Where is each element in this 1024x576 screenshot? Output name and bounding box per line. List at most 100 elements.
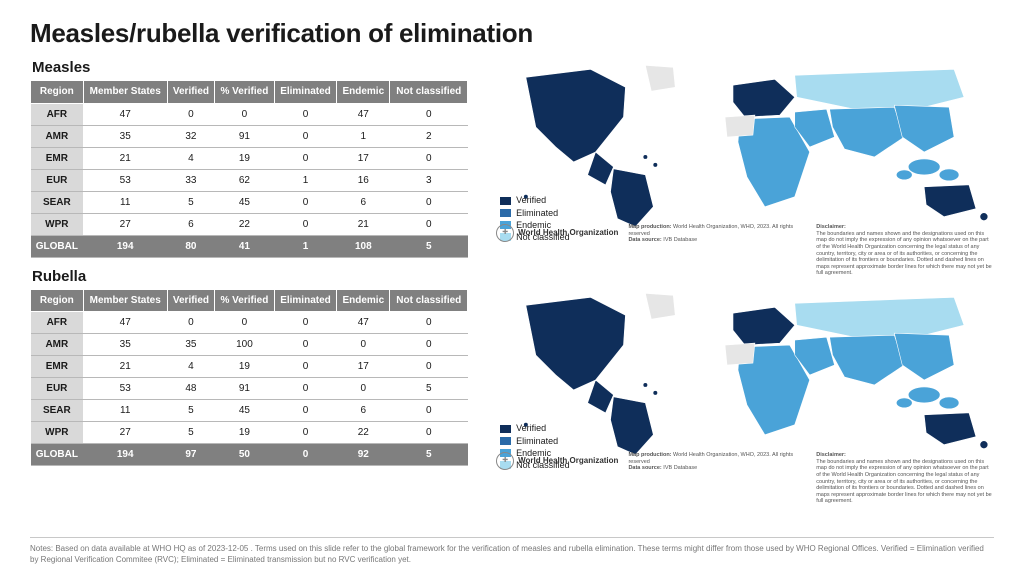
- cell-value: 35: [167, 334, 214, 356]
- col-region: Region: [31, 289, 84, 312]
- cell-value: 0: [390, 147, 468, 169]
- cell-value: 33: [167, 169, 214, 191]
- table-row: AMR353291012: [31, 125, 468, 147]
- cell-value: 0: [390, 334, 468, 356]
- cell-value: 27: [83, 422, 167, 444]
- cell-total: 5: [390, 444, 468, 466]
- table-row: AMR3535100000: [31, 334, 468, 356]
- measles-map: [496, 57, 994, 231]
- cell-value: 35: [83, 334, 167, 356]
- table-row: EUR5333621163: [31, 169, 468, 191]
- cell-total: 108: [337, 235, 390, 257]
- cell-value: 0: [215, 103, 275, 125]
- cell-value: 0: [337, 334, 390, 356]
- cell-value: 17: [337, 147, 390, 169]
- legend-swatch: [500, 425, 511, 433]
- legend-item: Verified: [500, 422, 570, 434]
- map-footer: ✚ World Health Organization Map producti…: [496, 220, 994, 277]
- rubella-map: [496, 285, 994, 459]
- who-name: World Health Organization: [518, 229, 618, 237]
- legend-swatch: [500, 209, 511, 217]
- col-region: Region: [31, 81, 84, 104]
- cell-value: 5: [167, 422, 214, 444]
- cell-value: 53: [83, 169, 167, 191]
- cell-total: GLOBAL: [31, 235, 84, 257]
- measles-table: Region Member States Verified % Verified…: [30, 80, 468, 258]
- table-row: SEAR11545060: [31, 191, 468, 213]
- cell-value: 0: [274, 312, 337, 334]
- cell-value: 47: [337, 312, 390, 334]
- cell-value: 2: [390, 125, 468, 147]
- cell-value: 0: [390, 400, 468, 422]
- col-pct-verified: % Verified: [215, 289, 275, 312]
- footnote: Notes: Based on data available at WHO HQ…: [30, 537, 994, 566]
- cell-value: 5: [167, 400, 214, 422]
- legend-swatch: [500, 197, 511, 205]
- cell-value: 0: [390, 312, 468, 334]
- cell-region: AMR: [31, 334, 84, 356]
- map-disclaimer: Disclaimer:The boundaries and names show…: [816, 224, 994, 277]
- rubella-label: Rubella: [32, 268, 468, 285]
- legend-item: Verified: [500, 194, 570, 206]
- table-row: WPR276220210: [31, 213, 468, 235]
- cell-value: 1: [337, 125, 390, 147]
- rubella-table: Region Member States Verified % Verified…: [30, 289, 468, 467]
- cell-value: 5: [390, 378, 468, 400]
- cell-value: 0: [274, 125, 337, 147]
- cell-value: 0: [274, 103, 337, 125]
- cell-value: 0: [167, 103, 214, 125]
- col-pct-verified: % Verified: [215, 81, 275, 104]
- cell-region: SEAR: [31, 191, 84, 213]
- cell-value: 45: [215, 400, 275, 422]
- cell-value: 91: [215, 125, 275, 147]
- table-row: WPR275190220: [31, 422, 468, 444]
- cell-value: 0: [167, 312, 214, 334]
- legend-label: Verified: [516, 194, 546, 206]
- cell-total: 41: [215, 235, 275, 257]
- col-verified: Verified: [167, 289, 214, 312]
- legend-item: Eliminated: [500, 435, 570, 447]
- legend-label: Eliminated: [516, 207, 558, 219]
- cell-value: 0: [390, 191, 468, 213]
- cell-value: 4: [167, 147, 214, 169]
- cell-value: 0: [274, 147, 337, 169]
- cell-value: 45: [215, 191, 275, 213]
- table-row: EUR534891005: [31, 378, 468, 400]
- cell-value: 47: [83, 103, 167, 125]
- cell-value: 21: [83, 147, 167, 169]
- map-footer: ✚ World Health Organization Map producti…: [496, 448, 994, 505]
- cell-value: 16: [337, 169, 390, 191]
- cell-value: 19: [215, 422, 275, 444]
- cell-region: WPR: [31, 422, 84, 444]
- cell-total: 194: [83, 235, 167, 257]
- col-eliminated: Eliminated: [274, 289, 337, 312]
- cell-value: 6: [167, 213, 214, 235]
- cell-total: 1: [274, 235, 337, 257]
- cell-value: 17: [337, 356, 390, 378]
- col-member-states: Member States: [83, 289, 167, 312]
- cell-value: 3: [390, 169, 468, 191]
- cell-region: AFR: [31, 103, 84, 125]
- table-row: SEAR11545060: [31, 400, 468, 422]
- col-member-states: Member States: [83, 81, 167, 104]
- cell-value: 1: [274, 169, 337, 191]
- cell-region: EMR: [31, 147, 84, 169]
- cell-value: 0: [390, 103, 468, 125]
- rubella-map-block: VerifiedEliminatedEndemicNot classified …: [496, 285, 994, 505]
- cell-value: 0: [274, 400, 337, 422]
- cell-value: 48: [167, 378, 214, 400]
- cell-value: 47: [83, 312, 167, 334]
- measles-label: Measles: [32, 59, 468, 76]
- map-production: Map production: World Health Organizatio…: [628, 452, 806, 472]
- cell-total: 50: [215, 444, 275, 466]
- cell-value: 100: [215, 334, 275, 356]
- cell-value: 11: [83, 191, 167, 213]
- cell-value: 0: [274, 356, 337, 378]
- cell-value: 0: [274, 334, 337, 356]
- cell-value: 0: [274, 422, 337, 444]
- legend-item: Eliminated: [500, 207, 570, 219]
- cell-value: 4: [167, 356, 214, 378]
- cell-value: 0: [390, 356, 468, 378]
- map-production: Map production: World Health Organizatio…: [628, 224, 806, 244]
- cell-value: 35: [83, 125, 167, 147]
